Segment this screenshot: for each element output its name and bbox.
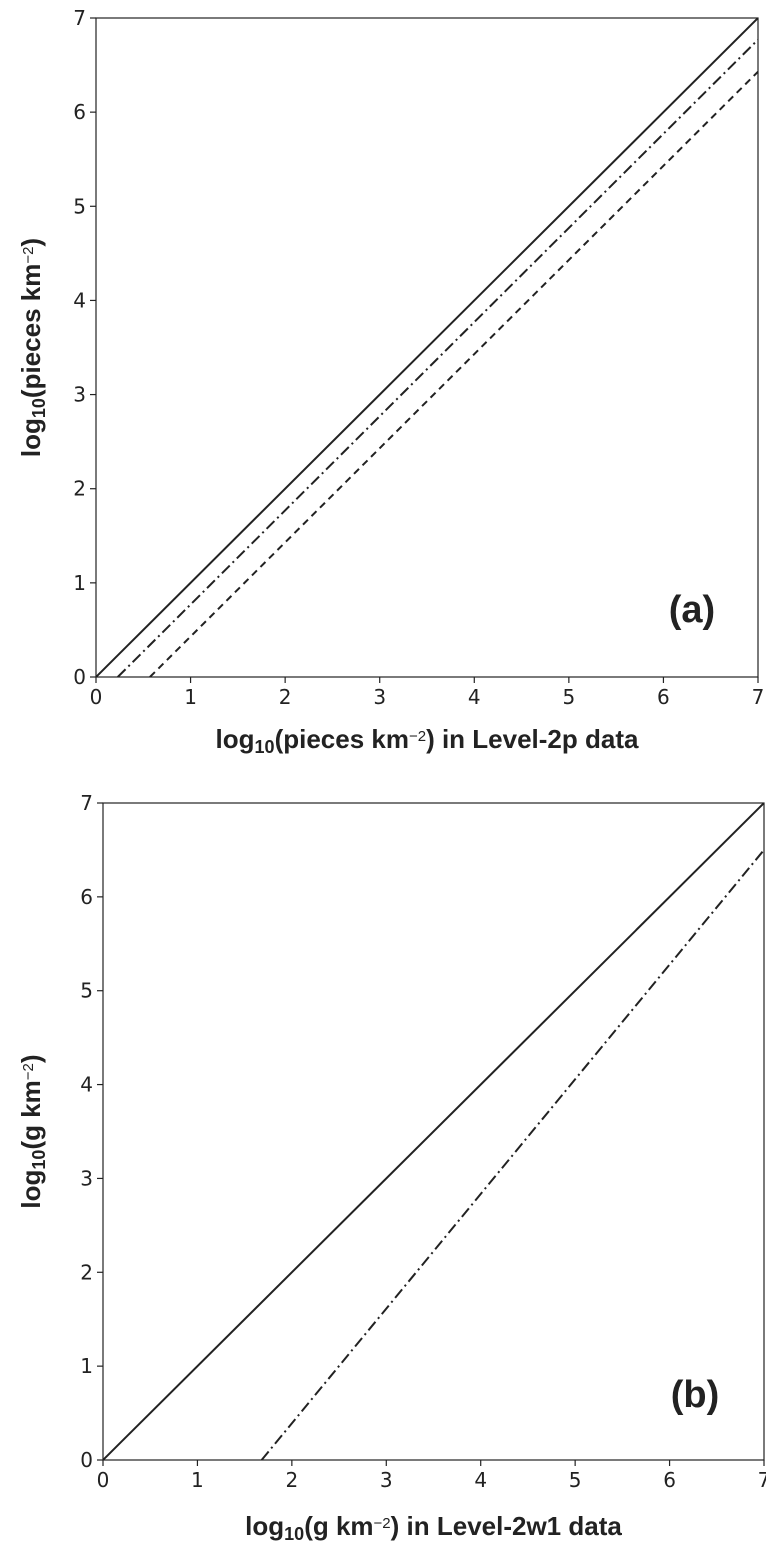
x-axis-title-superscript: −2 bbox=[409, 728, 426, 745]
x-axis-title-subscript: 10 bbox=[284, 1524, 304, 1544]
x-tick-label: 5 bbox=[569, 1468, 582, 1492]
y-tick-label: 6 bbox=[80, 885, 93, 909]
x-axis-title-base: log bbox=[245, 1511, 284, 1541]
series-group bbox=[103, 803, 764, 1460]
x-axis-title-base: log bbox=[216, 724, 255, 754]
series-line-solid-1 bbox=[103, 803, 764, 1460]
y-axis-title: log10(pieces km−2) bbox=[16, 238, 49, 457]
x-tick-label: 0 bbox=[90, 685, 103, 709]
y-tick-label: 0 bbox=[80, 1448, 93, 1472]
panel-label: (b) bbox=[671, 1374, 720, 1416]
y-axis-title-superscript: −2 bbox=[20, 1063, 37, 1080]
x-tick-label: 2 bbox=[279, 685, 292, 709]
y-tick-label: 5 bbox=[80, 979, 93, 1003]
x-axis-title-text: (pieces km bbox=[275, 724, 409, 754]
x-tick-label: 1 bbox=[191, 1468, 204, 1492]
y-tick-label: 2 bbox=[73, 477, 86, 501]
x-tick-label: 4 bbox=[474, 1468, 487, 1492]
y-tick-label: 4 bbox=[73, 288, 86, 312]
y-axis-title-text-after: ) bbox=[16, 238, 46, 247]
y-tick-label: 7 bbox=[80, 791, 93, 815]
y-axis-title-text: (g km bbox=[16, 1080, 46, 1149]
series-line-solid-1 bbox=[96, 18, 758, 677]
x-axis-title-text-after: ) in Level-2p data bbox=[426, 724, 639, 754]
axes-frame bbox=[95, 17, 759, 678]
y-axis-title-base: log bbox=[16, 418, 46, 457]
x-axis-title: log10(pieces km−2) in Level-2p data bbox=[216, 724, 639, 757]
y-tick-label: 2 bbox=[80, 1260, 93, 1284]
x-axis-title: log10(g km−2) in Level-2w1 data bbox=[245, 1511, 622, 1544]
y-axis-title: log10(g km−2) bbox=[16, 1054, 49, 1208]
y-tick-label: 1 bbox=[73, 571, 86, 595]
x-axis-title-text-after: ) in Level-2w1 data bbox=[391, 1511, 623, 1541]
x-tick-label: 5 bbox=[562, 685, 575, 709]
y-tick-label: 4 bbox=[80, 1073, 93, 1097]
y-axis-title-superscript: −2 bbox=[20, 247, 37, 264]
x-tick-label: 4 bbox=[468, 685, 481, 709]
x-axis-title-text: (g km bbox=[304, 1511, 373, 1541]
y-axis-title-subscript: 10 bbox=[29, 1150, 49, 1170]
y-axis-title-base: log bbox=[16, 1170, 46, 1209]
y-tick-label: 0 bbox=[73, 665, 86, 689]
y-axis-title-text: (pieces km bbox=[16, 264, 46, 398]
y-tick-label: 6 bbox=[73, 100, 86, 124]
x-tick-label: 7 bbox=[758, 1468, 766, 1492]
x-axis-title-superscript: −2 bbox=[374, 1515, 391, 1532]
y-tick-label: 1 bbox=[80, 1354, 93, 1378]
x-axis-title-subscript: 10 bbox=[255, 737, 275, 757]
panel-label: (a) bbox=[669, 589, 715, 631]
x-tick-label: 3 bbox=[373, 685, 386, 709]
x-tick-label: 6 bbox=[657, 685, 670, 709]
y-tick-label: 3 bbox=[80, 1166, 93, 1190]
x-tick-label: 2 bbox=[285, 1468, 298, 1492]
x-tick-label: 1 bbox=[184, 685, 197, 709]
y-tick-label: 7 bbox=[73, 6, 86, 30]
y-axis-title-text-after: ) bbox=[16, 1054, 46, 1063]
series-line-dashdot-2 bbox=[260, 849, 764, 1460]
x-tick-label: 6 bbox=[663, 1468, 676, 1492]
series-group bbox=[96, 18, 758, 677]
x-tick-label: 0 bbox=[97, 1468, 110, 1492]
axes-frame bbox=[102, 802, 765, 1461]
series-line-dashdot-2 bbox=[117, 38, 758, 677]
y-axis-title-subscript: 10 bbox=[29, 398, 49, 418]
x-tick-label: 7 bbox=[752, 685, 765, 709]
x-tick-label: 3 bbox=[380, 1468, 393, 1492]
y-tick-label: 5 bbox=[73, 194, 86, 218]
y-tick-label: 3 bbox=[73, 383, 86, 407]
